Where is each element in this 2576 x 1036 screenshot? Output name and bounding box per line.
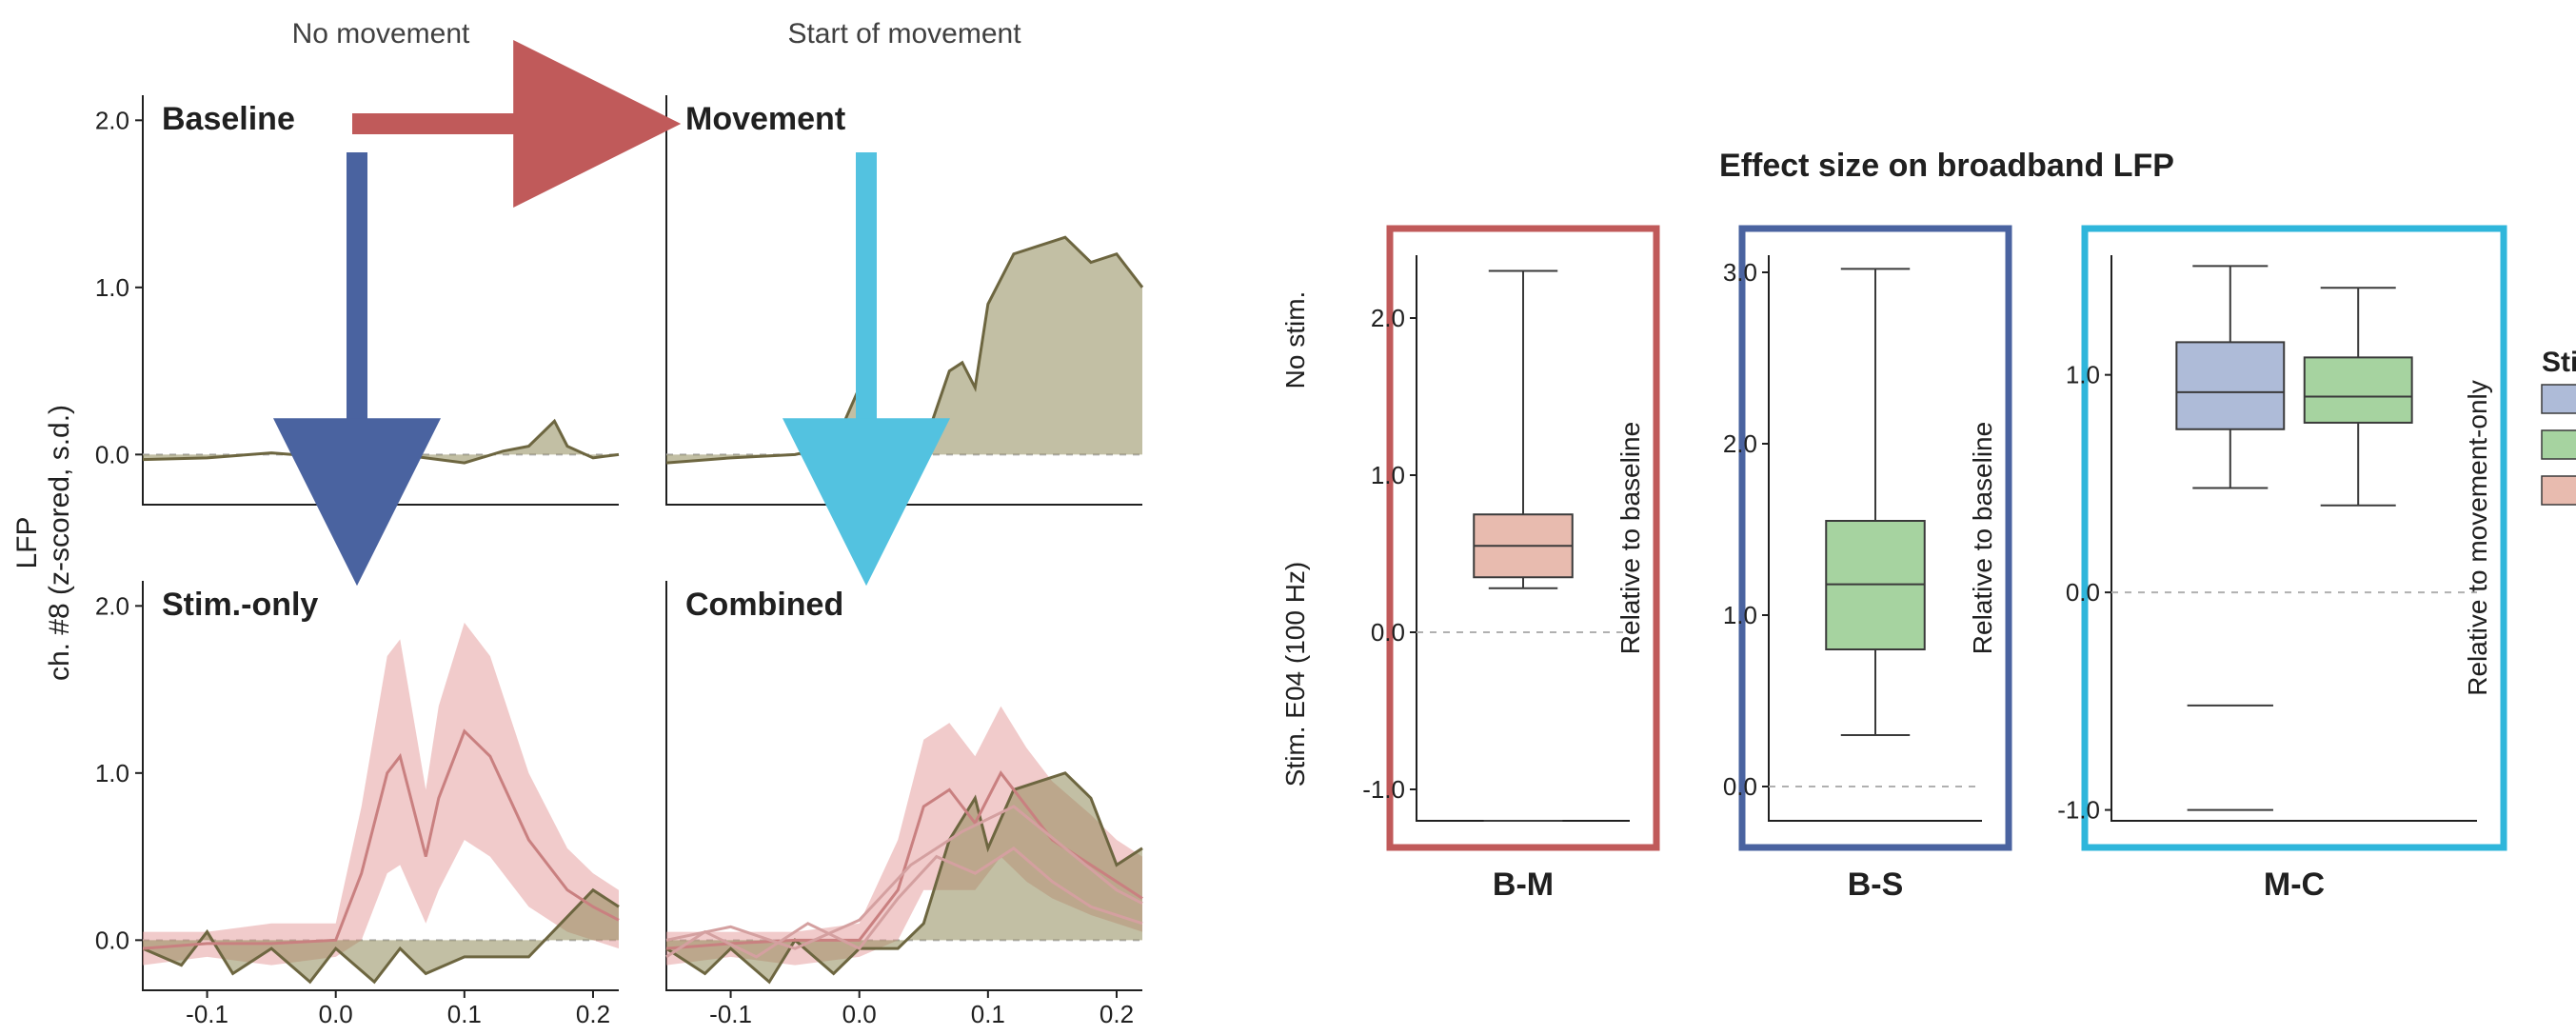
svg-text:0.0: 0.0 (842, 1000, 877, 1028)
svg-text:-1.0: -1.0 (1362, 775, 1405, 804)
legend-title: Stim. rate (Hz) (2542, 347, 2576, 378)
panel-title: Combined (685, 587, 843, 623)
svg-text:-0.1: -0.1 (709, 1000, 752, 1028)
box-mc-1 (2305, 357, 2412, 423)
svg-text:0.0: 0.0 (95, 440, 129, 468)
mini-panel-3 (666, 581, 1142, 998)
svg-text:0.2: 0.2 (1100, 1000, 1134, 1028)
col-header: Start of movement (787, 18, 1021, 50)
svg-text:1.0: 1.0 (2066, 361, 2100, 389)
svg-text:2.0: 2.0 (1723, 429, 1757, 458)
svg-text:0.0: 0.0 (319, 1000, 353, 1028)
svg-text:0.0: 0.0 (2066, 578, 2100, 607)
svg-text:3.0: 3.0 (1723, 258, 1757, 287)
svg-text:1.0: 1.0 (1371, 461, 1405, 489)
seclab-bm: Relative to baseline (1615, 422, 1645, 654)
col-header: No movement (292, 18, 470, 50)
legend-swatch (2542, 385, 2576, 413)
legend-swatch (2542, 476, 2576, 505)
svg-text:Time (sec): Time (sec) (838, 1032, 972, 1036)
rowlab-bottom: Stim. E04 (100 Hz) (1280, 562, 1310, 787)
mini-panel-1 (666, 95, 1142, 505)
svg-text:0.0: 0.0 (1371, 618, 1405, 647)
ylabel-outer: LFP (11, 516, 43, 568)
panel-title: Movement (685, 101, 845, 137)
plot-label-bm: B-M (1493, 867, 1554, 903)
svg-text:Time (sec): Time (sec) (314, 1032, 448, 1036)
olive-area (666, 237, 1142, 463)
panel-title: Stim.-only (162, 587, 318, 623)
seclab-mc: Relative to movement-only (2463, 380, 2492, 695)
svg-text:2.0: 2.0 (1371, 304, 1405, 332)
figure-svg: LFPch. #8 (z-scored, s.d.) No movement Sta… (0, 0, 2576, 1036)
right-title: Effect size on broadband LFP (1719, 148, 2174, 184)
svg-text:-1.0: -1.0 (2057, 796, 2100, 825)
plot-label-mc: M-C (2264, 867, 2325, 903)
svg-text:1.0: 1.0 (95, 759, 129, 787)
figure-root: { "meta": { "width": 2706, "height": 108… (0, 0, 2576, 1036)
mini-panel-2 (135, 581, 619, 998)
svg-text:2.0: 2.0 (95, 106, 129, 134)
svg-text:1.0: 1.0 (1723, 601, 1757, 629)
svg-text:0.2: 0.2 (576, 1000, 610, 1028)
outline-mc (2085, 229, 2504, 847)
svg-text:1.0: 1.0 (95, 273, 129, 302)
ylabel-inner: ch. #8 (z-scored, s.d.) (44, 405, 75, 681)
svg-text:0.0: 0.0 (95, 926, 129, 954)
svg-text:0.0: 0.0 (1723, 772, 1757, 801)
svg-text:0.1: 0.1 (971, 1000, 1005, 1028)
panel-title: Baseline (162, 101, 295, 137)
rowlab-top: No stim. (1280, 291, 1310, 389)
plot-label-bs: B-S (1848, 867, 1904, 903)
svg-text:2.0: 2.0 (95, 591, 129, 620)
box-mc-0 (2176, 342, 2284, 428)
svg-text:0.1: 0.1 (447, 1000, 482, 1028)
legend-swatch (2542, 430, 2576, 459)
seclab-bs: Relative to baseline (1968, 422, 1997, 654)
mini-panel-0 (135, 95, 619, 505)
svg-text:-0.1: -0.1 (186, 1000, 228, 1028)
